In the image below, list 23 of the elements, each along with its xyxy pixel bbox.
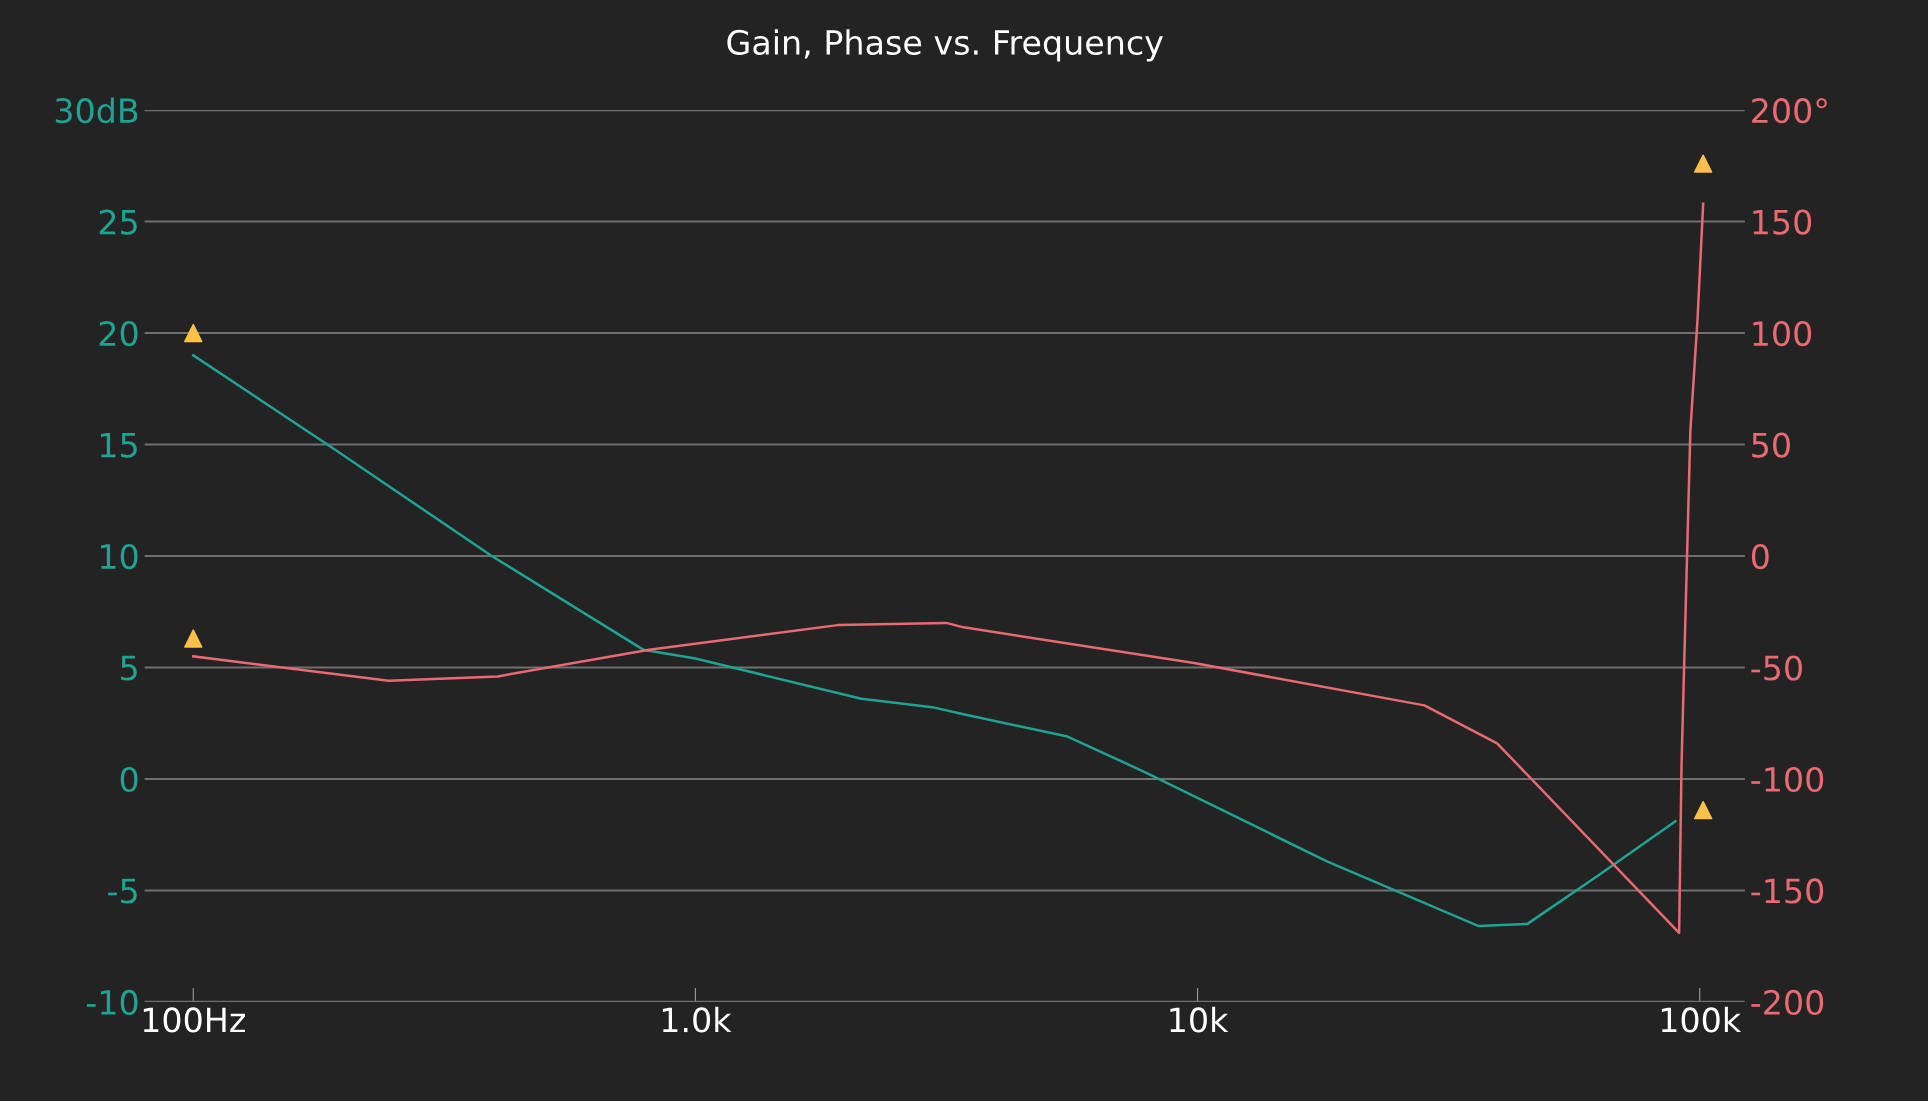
y2-tick-label: 0	[1751, 543, 1769, 570]
y-tick-label: 5	[121, 655, 137, 681]
chart-title: Gain, Phase vs. Frequency	[727, 29, 1163, 62]
y2-tick-label: 200°	[1752, 98, 1827, 124]
y-tick-label: 15	[100, 432, 137, 458]
x-tick-label: 10k	[1170, 1006, 1229, 1033]
y-tick-label: -10	[86, 989, 138, 1016]
y-tick-label: 20	[99, 320, 138, 347]
y2-tick-label: -100	[1751, 766, 1824, 793]
y-tick-label: 10	[100, 543, 138, 570]
x-tick-label: 100k	[1661, 1006, 1742, 1033]
y-tick-label: 25	[99, 209, 137, 235]
y2-tick-label: -150	[1751, 878, 1824, 904]
x-tick-label: 1.0k	[662, 1006, 732, 1033]
y2-tick-label: 50	[1752, 432, 1790, 458]
x-tick-label: 100Hz	[143, 1007, 245, 1033]
y-tick-label: 30dB	[55, 97, 138, 124]
y2-tick-label: -200	[1751, 989, 1824, 1016]
y2-tick-label: -50	[1751, 655, 1802, 681]
y-tick-label: -5	[108, 878, 137, 904]
y2-tick-label: 100	[1753, 320, 1812, 347]
y2-tick-label: 150	[1753, 209, 1812, 235]
y-tick-label: 0	[120, 766, 138, 793]
